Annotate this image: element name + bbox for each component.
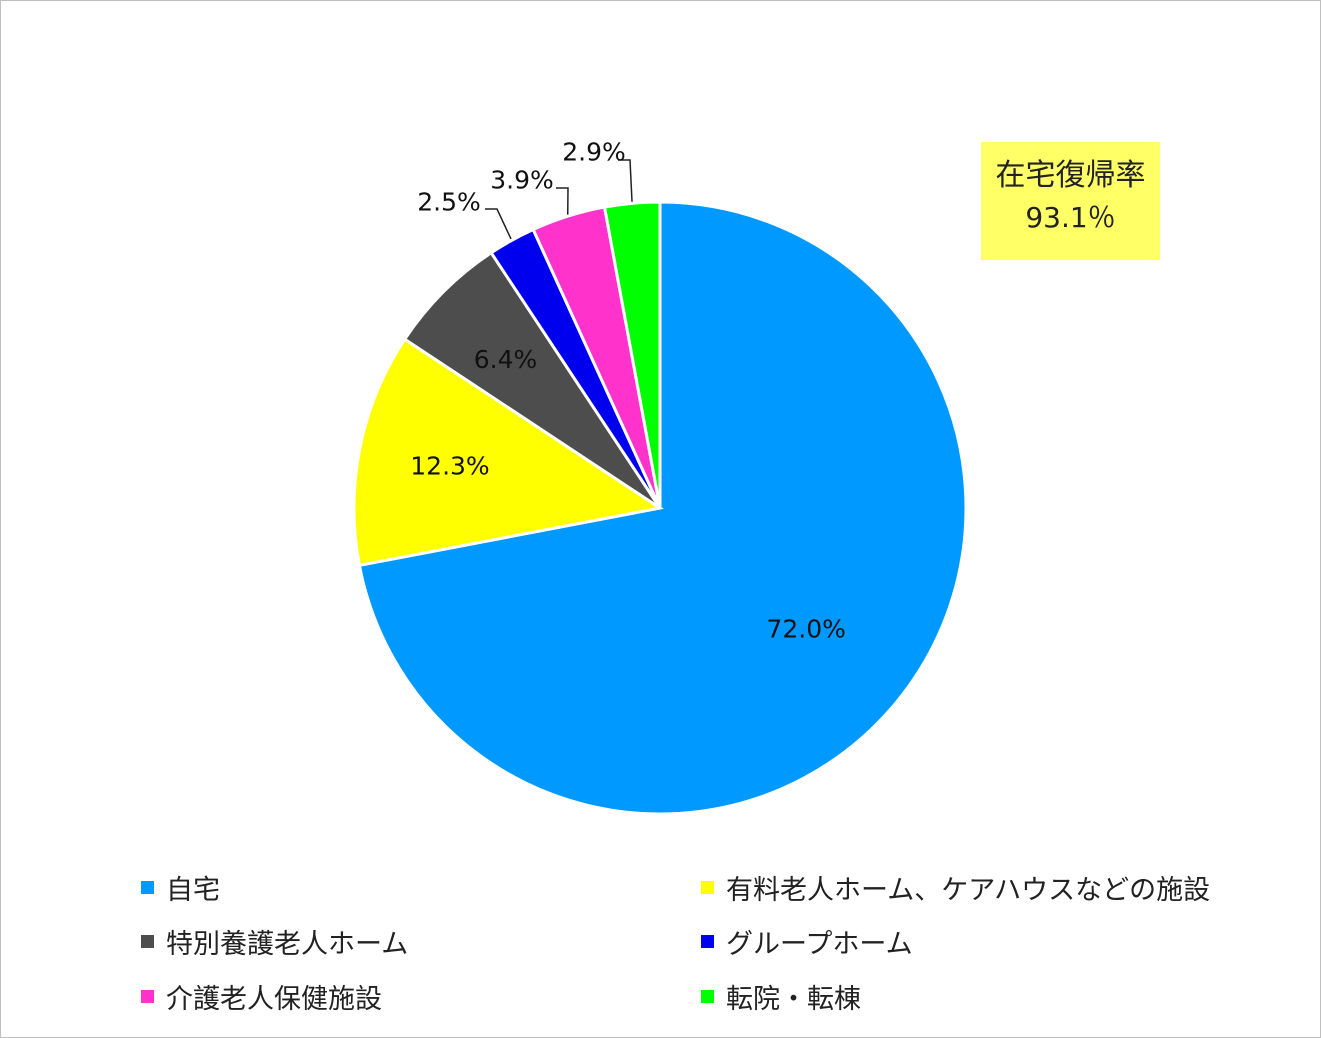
- slice-label-0: 72.0%: [766, 614, 845, 643]
- home-return-rate-box: 在宅復帰率 93.1％: [981, 142, 1160, 260]
- pie-slice-1: [352, 337, 664, 568]
- home-return-rate-title: 在宅復帰率: [995, 158, 1146, 193]
- leader-line-3: [485, 208, 512, 240]
- pie-slice-2: [402, 250, 662, 510]
- slice-label-4: 3.9%: [490, 166, 554, 195]
- leader-line-5: [618, 159, 633, 202]
- leader-line-4: [556, 187, 569, 215]
- slice-label-2: 6.4%: [474, 345, 538, 374]
- pie-slice-5: [602, 200, 662, 509]
- home-return-rate-value: 93.1％: [1025, 201, 1116, 234]
- slice-label-3: 2.5%: [417, 188, 481, 217]
- slice-label-5: 2.9%: [562, 138, 626, 167]
- slice-label-1: 12.3%: [410, 451, 489, 480]
